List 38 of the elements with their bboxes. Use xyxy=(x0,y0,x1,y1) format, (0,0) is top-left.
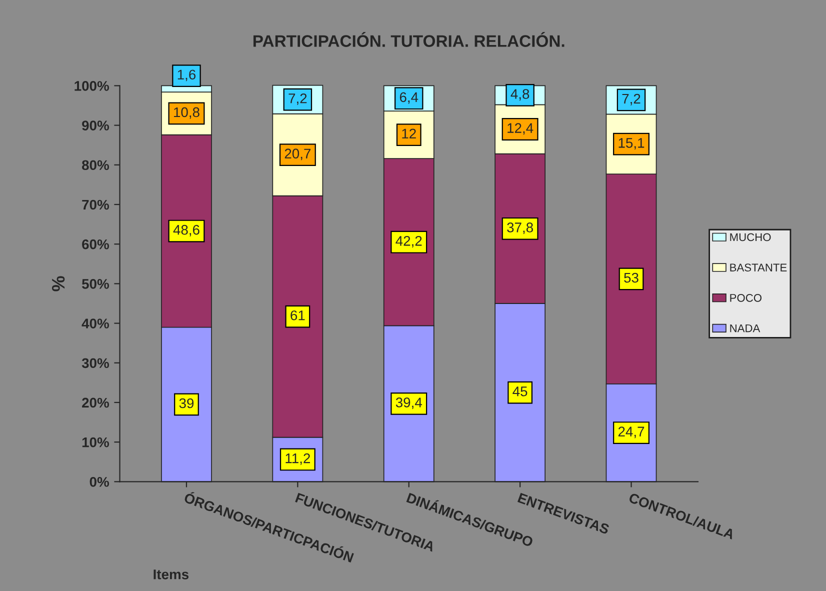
legend-label: NADA xyxy=(730,324,760,332)
y-tick-label: 20% xyxy=(82,398,109,408)
x-axis-title: Items xyxy=(154,570,189,580)
y-tick-label: 70% xyxy=(82,200,109,210)
chart-title: PARTICIPACIÓN. TUTORIA. RELACIÓN. xyxy=(253,32,564,47)
y-tick-label: 100% xyxy=(74,81,109,91)
y-tick-label: 10% xyxy=(82,437,109,448)
data-label: 15,1 xyxy=(618,138,644,150)
y-tick-label: 50% xyxy=(82,279,109,289)
data-label: 37,8 xyxy=(507,222,533,234)
y-tick-label: 0% xyxy=(90,477,109,487)
data-label: 12 xyxy=(402,128,416,138)
data-label: 12,4 xyxy=(508,123,534,135)
data-label: 6,4 xyxy=(400,92,418,104)
y-axis-title: % xyxy=(52,276,65,292)
data-label: 42,2 xyxy=(396,236,422,248)
y-tick-label: 40% xyxy=(82,318,109,328)
data-label: 48,6 xyxy=(173,224,200,236)
data-label: 39 xyxy=(179,398,194,408)
data-label: 4,8 xyxy=(510,89,530,101)
data-label: 7,2 xyxy=(622,94,640,106)
data-label: 39,4 xyxy=(396,398,422,410)
legend-label: BASTANTE xyxy=(730,264,787,272)
data-label: 61 xyxy=(290,310,305,320)
data-label: 1,6 xyxy=(178,70,196,82)
data-label: 20,7 xyxy=(284,148,310,160)
legend-label: MUCHO xyxy=(730,233,771,242)
legend-label: POCO xyxy=(730,294,762,302)
data-label: 7,2 xyxy=(288,93,307,105)
y-tick-label: 60% xyxy=(82,239,109,250)
y-tick-label: 90% xyxy=(82,120,109,130)
y-tick-label: 30% xyxy=(82,358,109,368)
y-tick-label: 80% xyxy=(82,160,109,170)
data-label: 53 xyxy=(624,272,638,283)
data-label: 11,2 xyxy=(286,453,310,465)
data-label: 10,8 xyxy=(174,107,200,119)
data-label: 24,7 xyxy=(618,426,644,438)
data-label: 45 xyxy=(512,386,528,396)
